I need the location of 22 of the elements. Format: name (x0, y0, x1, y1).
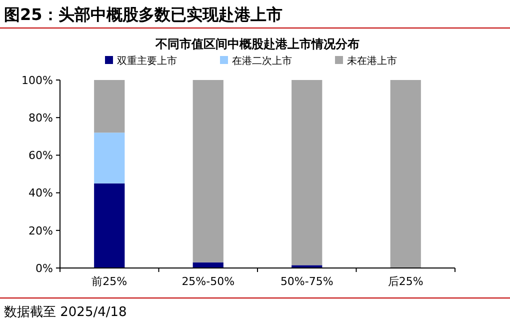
legend-label: 双重主要上市 (117, 55, 177, 67)
legend-label: 未在港上市 (347, 55, 397, 67)
y-tick-label: 0% (36, 262, 53, 275)
bar (390, 80, 421, 268)
bar (94, 132, 125, 184)
y-tick-label: 20% (28, 224, 53, 238)
x-tick-label: 50%-75% (280, 275, 334, 288)
bar (94, 183, 125, 268)
x-tick-label: 25%-50% (182, 275, 235, 288)
x-tick-label: 后25% (388, 275, 424, 288)
text: 数据截至 2025/4/18 (4, 305, 127, 320)
bar (292, 80, 322, 266)
x-tick-label: 前25% (92, 275, 128, 288)
y-tick-label: 40% (28, 186, 53, 200)
y-tick-label: 80% (28, 111, 53, 124)
bar (192, 80, 224, 262)
chart-title: 图25：头部中概股多数已实现赴港上市 (4, 5, 282, 24)
bar (94, 80, 125, 133)
y-tick-label: 60% (28, 149, 53, 162)
chart-subtitle: 不同市值区间中概股赴港上市情况分布 (154, 37, 360, 51)
legend-label: 在港二次上市 (232, 55, 292, 67)
y-tick-label: 100% (22, 74, 53, 87)
